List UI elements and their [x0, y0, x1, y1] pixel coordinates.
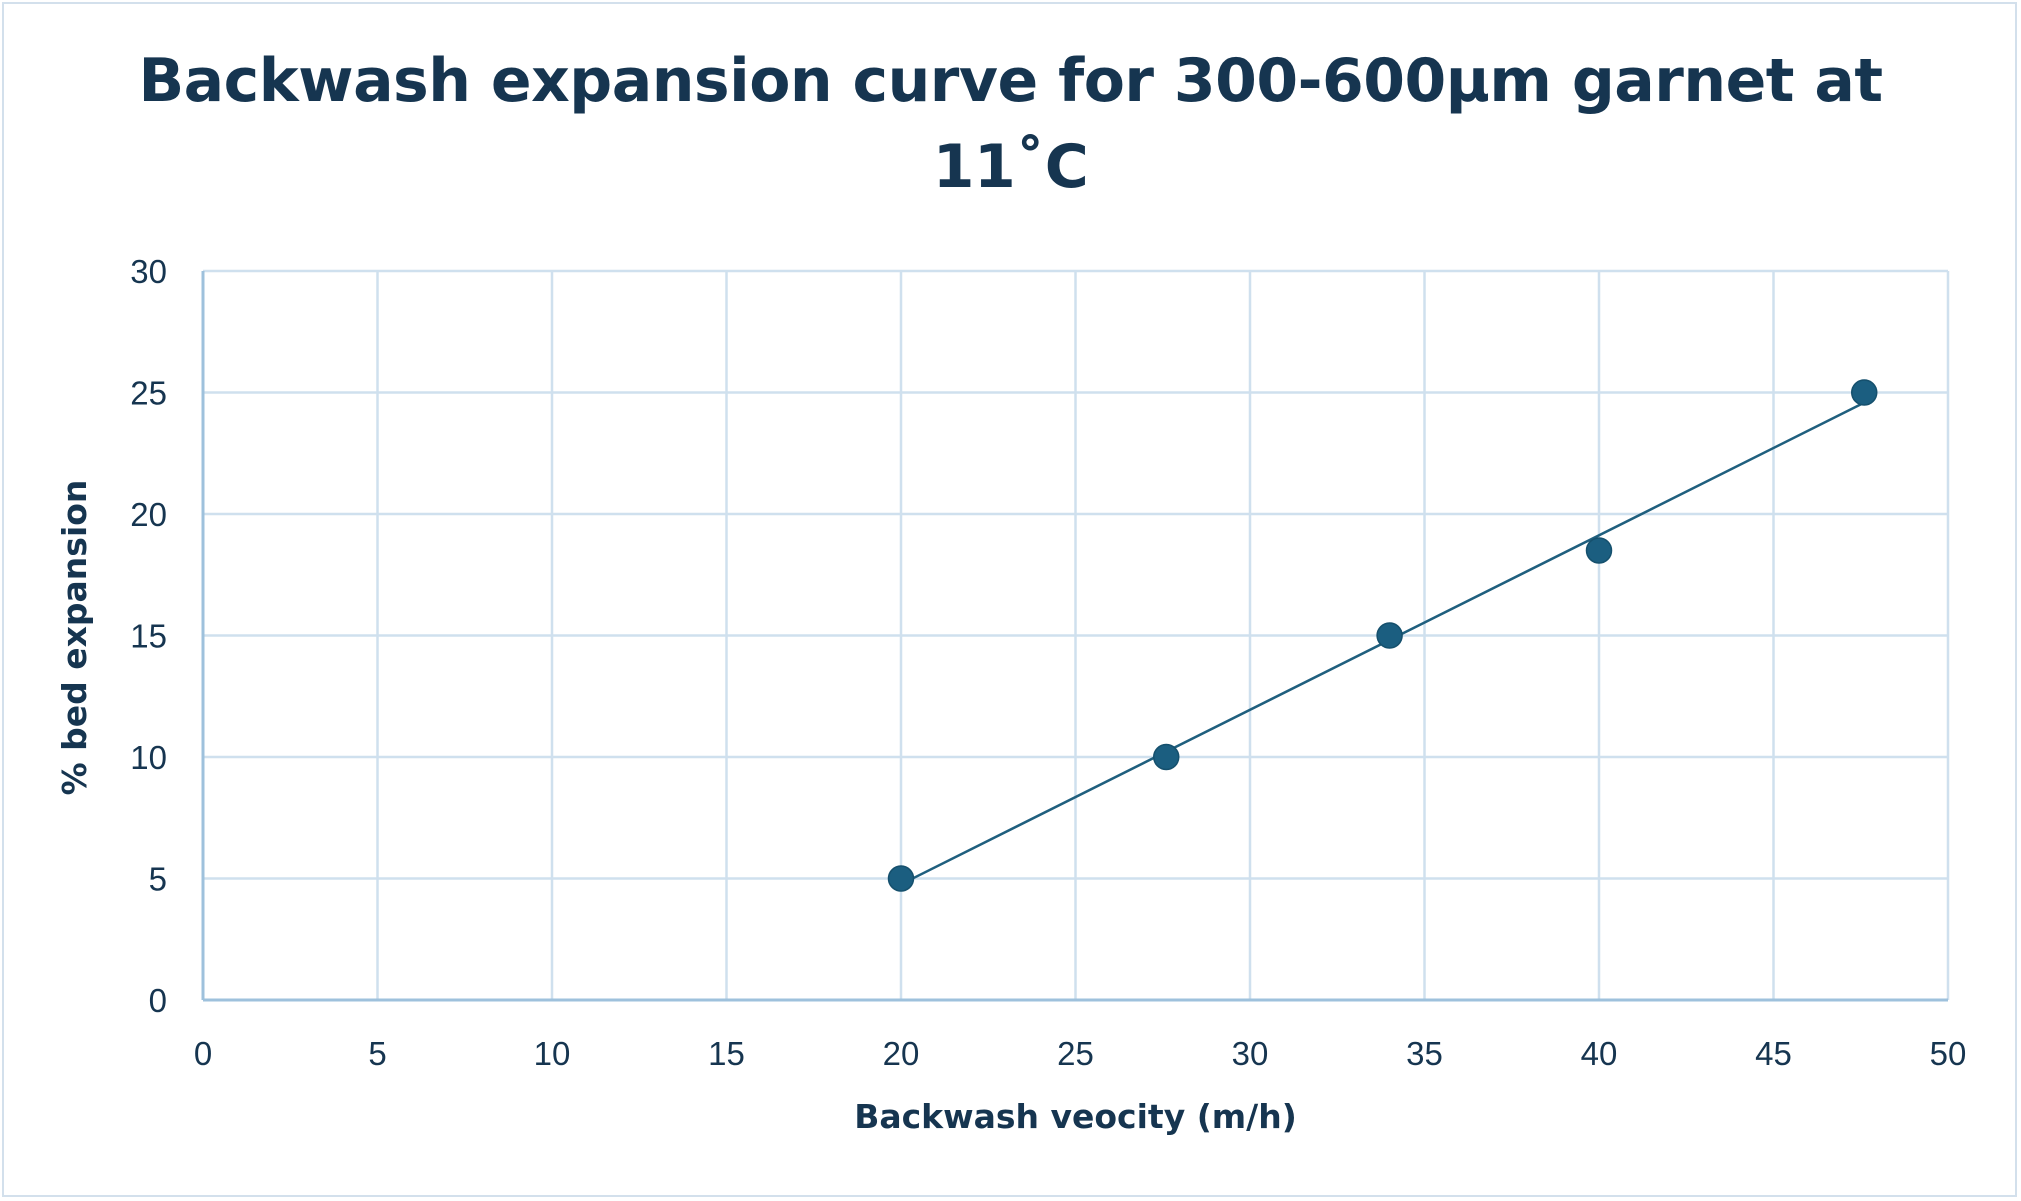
x-tick-label: 10: [534, 1035, 571, 1072]
y-tick-label: 25: [130, 375, 167, 412]
data-point: [887, 865, 915, 892]
x-tick-label: 15: [708, 1035, 745, 1072]
x-tick-label: 35: [1406, 1035, 1443, 1072]
x-tick-label: 25: [1057, 1035, 1094, 1072]
data-point: [1376, 622, 1403, 649]
axes: [201, 271, 1948, 1002]
data-points: [887, 379, 1878, 892]
x-tick-label: 45: [1755, 1035, 1792, 1072]
chart-title: Backwash expansion curve for 300-600µm g…: [0, 38, 2021, 210]
x-tick-label: 30: [1232, 1035, 1269, 1072]
y-tick-label: 5: [149, 861, 167, 898]
y-tick-label: 15: [130, 618, 167, 655]
grid-lines: [203, 269, 1950, 1000]
data-point: [1152, 743, 1180, 771]
x-tick-label: 0: [194, 1035, 212, 1072]
chart-title-line-2: 11˚C: [932, 132, 1089, 202]
x-axis-title: Backwash veocity (m/h): [854, 1097, 1297, 1136]
y-tick-label: 20: [130, 496, 167, 533]
y-axis-title: % bed expansion: [55, 480, 94, 796]
x-tick-label: 50: [1930, 1035, 1967, 1072]
x-tick-label: 40: [1581, 1035, 1618, 1072]
tick-labels: 0 5 10 15 20 25 30 35 40 45 50 0 5 10 15 20 25 30: [130, 253, 1966, 1072]
data-point: [1585, 537, 1613, 564]
data-point: [1850, 379, 1878, 406]
chart-title-line-1: Backwash expansion curve for 300-600µm g…: [138, 46, 1883, 116]
y-tick-label: 10: [130, 739, 167, 776]
x-tick-label: 5: [368, 1035, 386, 1072]
y-tick-label: 30: [130, 253, 167, 290]
y-tick-label: 0: [149, 982, 167, 1019]
x-tick-label: 20: [883, 1035, 920, 1072]
